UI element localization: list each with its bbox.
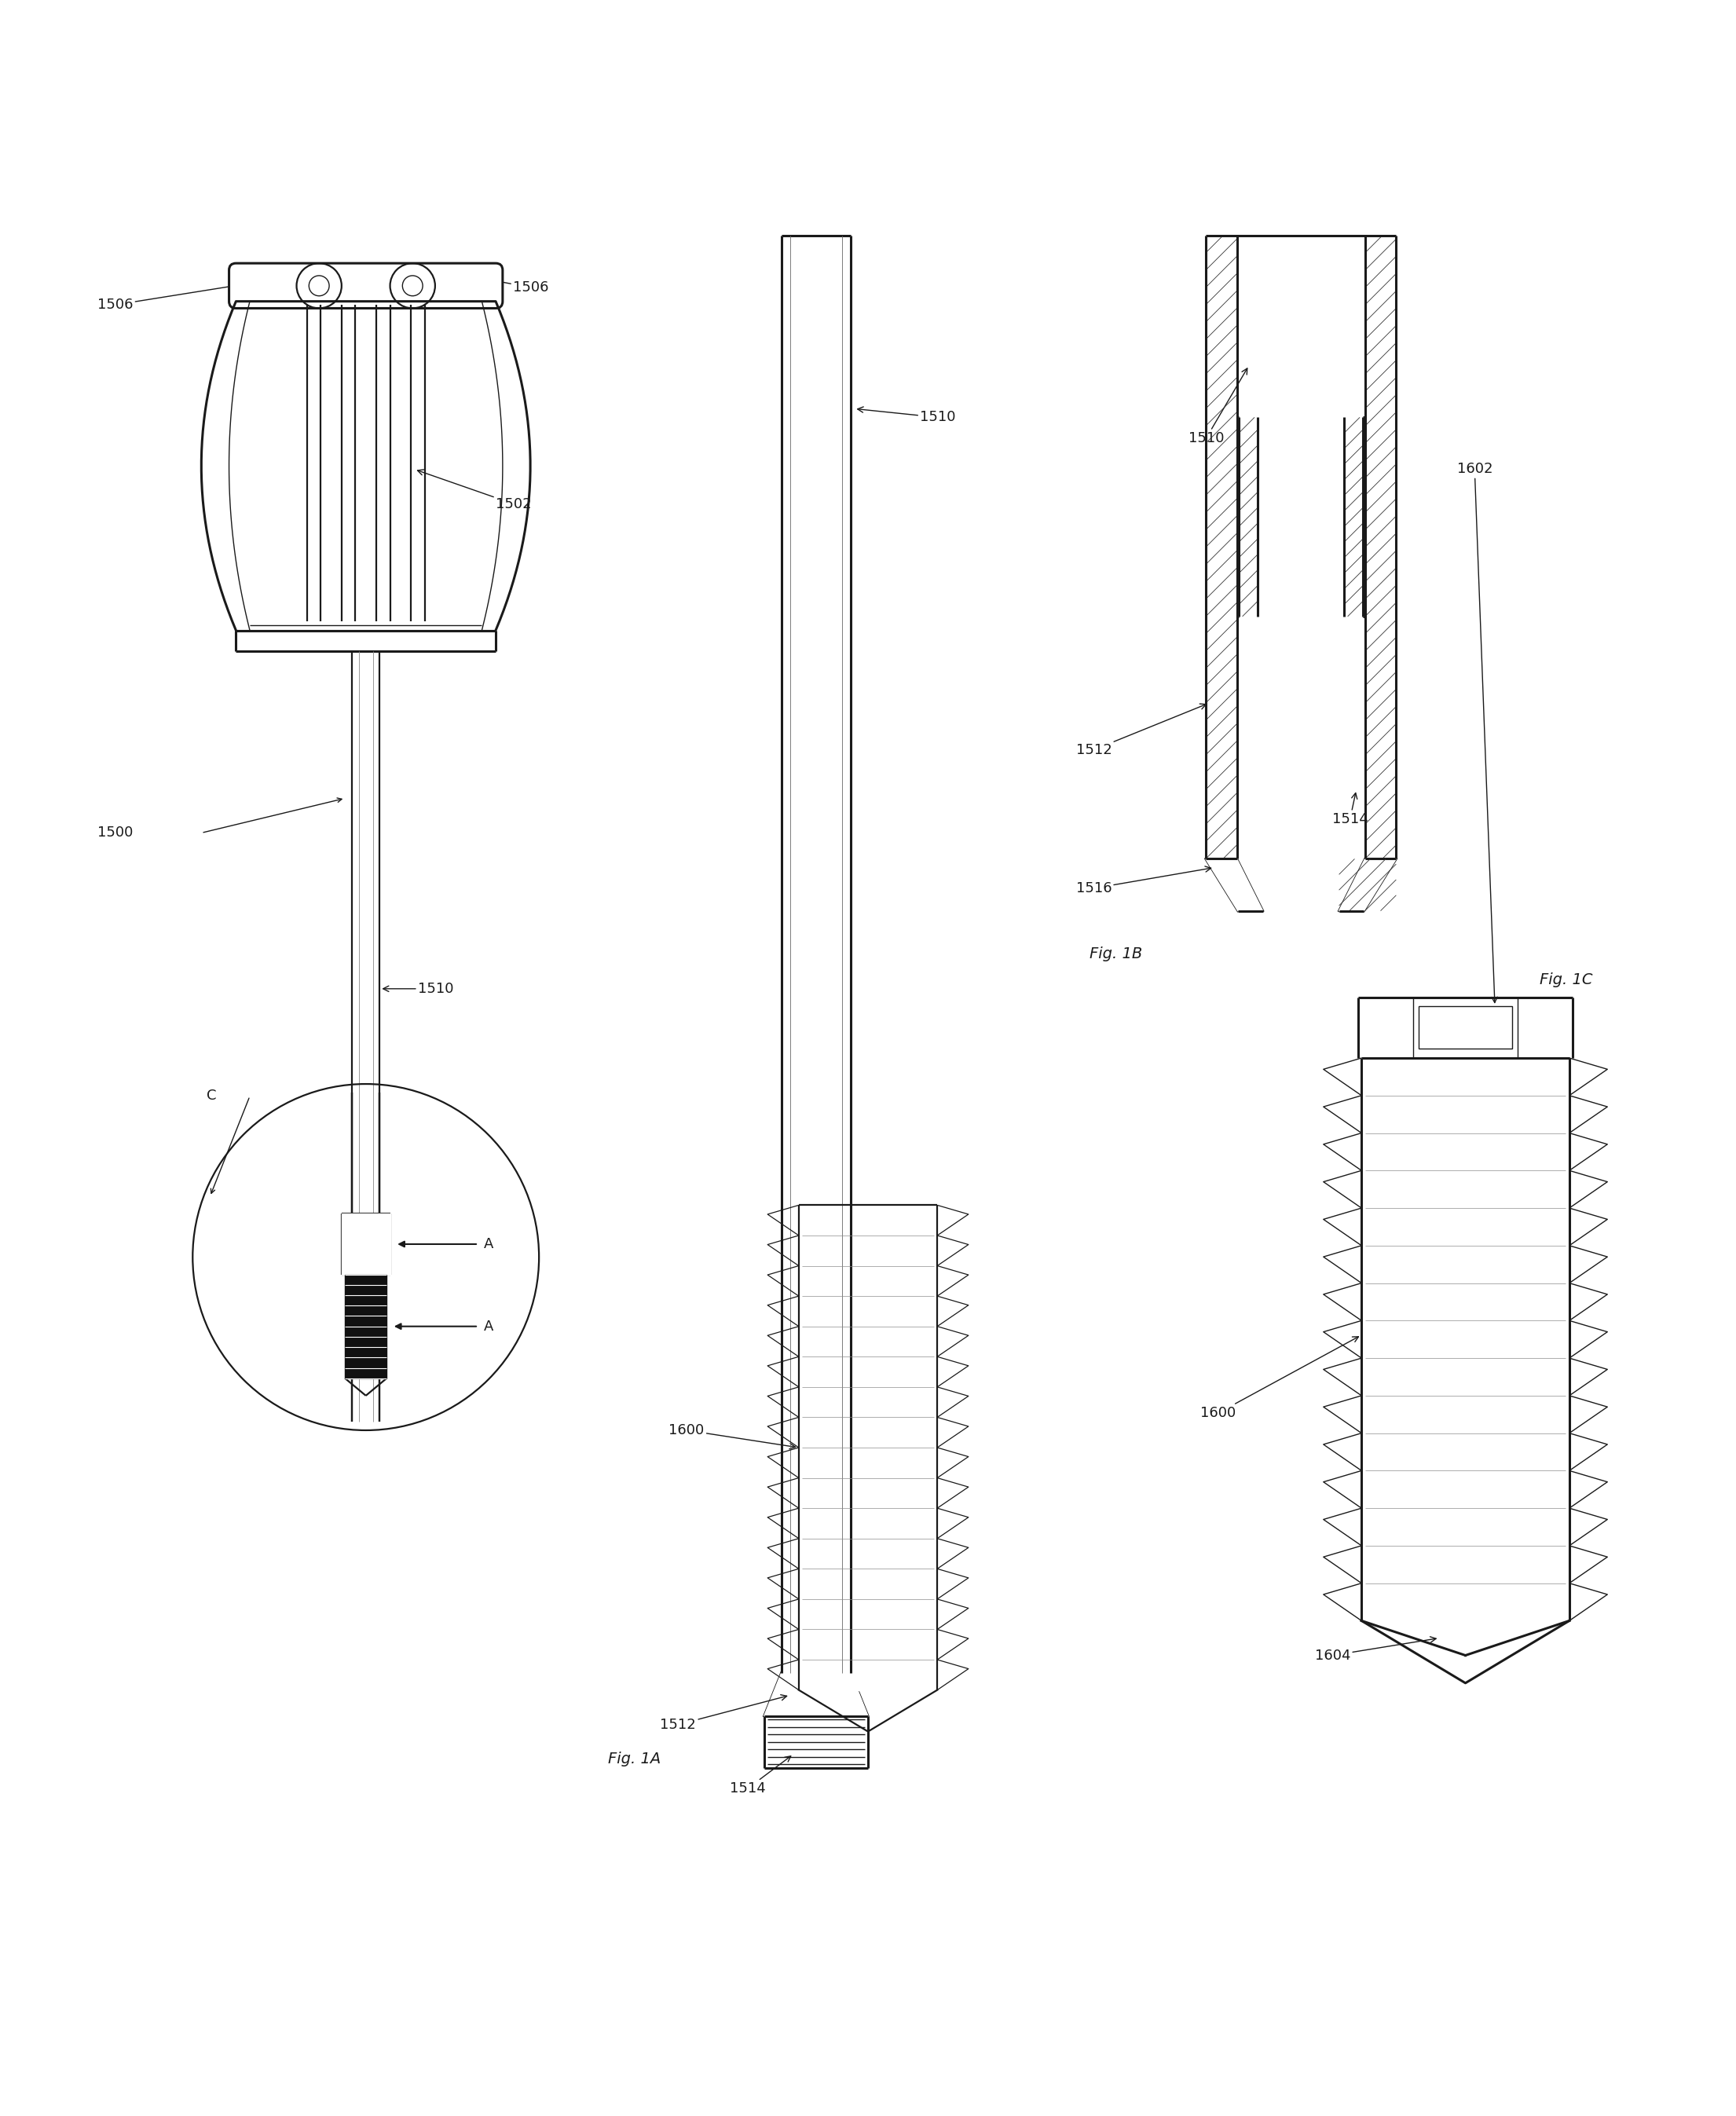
- Text: 1510: 1510: [384, 982, 453, 997]
- Text: Fig. 1A: Fig. 1A: [608, 1752, 661, 1767]
- Polygon shape: [1338, 859, 1396, 910]
- Polygon shape: [201, 300, 529, 631]
- Polygon shape: [781, 235, 851, 1672]
- Text: A: A: [484, 1238, 493, 1251]
- Polygon shape: [764, 1672, 868, 1716]
- Text: 1500: 1500: [97, 825, 134, 840]
- Text: Fig. 1B: Fig. 1B: [1090, 946, 1142, 961]
- Polygon shape: [345, 1274, 387, 1378]
- Text: C: C: [207, 1090, 217, 1102]
- Text: 1512: 1512: [1076, 705, 1207, 758]
- Text: Fig. 1C: Fig. 1C: [1540, 973, 1594, 988]
- Polygon shape: [1207, 859, 1262, 910]
- Polygon shape: [1361, 1058, 1569, 1621]
- Polygon shape: [1226, 417, 1257, 616]
- Text: 1516: 1516: [1076, 865, 1212, 895]
- Polygon shape: [799, 1206, 937, 1691]
- Polygon shape: [1344, 417, 1363, 616]
- Text: 1604: 1604: [1314, 1636, 1436, 1663]
- Text: 1510: 1510: [858, 406, 957, 425]
- Text: A: A: [484, 1318, 493, 1333]
- Text: 1510: 1510: [1189, 368, 1246, 444]
- FancyBboxPatch shape: [229, 262, 503, 309]
- Text: 1600: 1600: [668, 1424, 795, 1449]
- Polygon shape: [1358, 997, 1573, 1058]
- Polygon shape: [342, 1215, 391, 1274]
- Text: 1600: 1600: [1201, 1337, 1359, 1420]
- Polygon shape: [1236, 235, 1364, 616]
- Polygon shape: [1207, 235, 1236, 859]
- Polygon shape: [764, 1716, 868, 1767]
- Text: 1512: 1512: [660, 1695, 786, 1731]
- Text: 1602: 1602: [1457, 461, 1498, 1003]
- Bar: [1418, 1007, 1512, 1050]
- Text: 1514: 1514: [729, 1756, 792, 1796]
- Polygon shape: [1364, 235, 1396, 859]
- Text: 1502: 1502: [418, 470, 531, 510]
- Text: 1514: 1514: [1332, 794, 1368, 825]
- Text: 1506: 1506: [443, 269, 549, 294]
- Text: 1506: 1506: [97, 273, 307, 311]
